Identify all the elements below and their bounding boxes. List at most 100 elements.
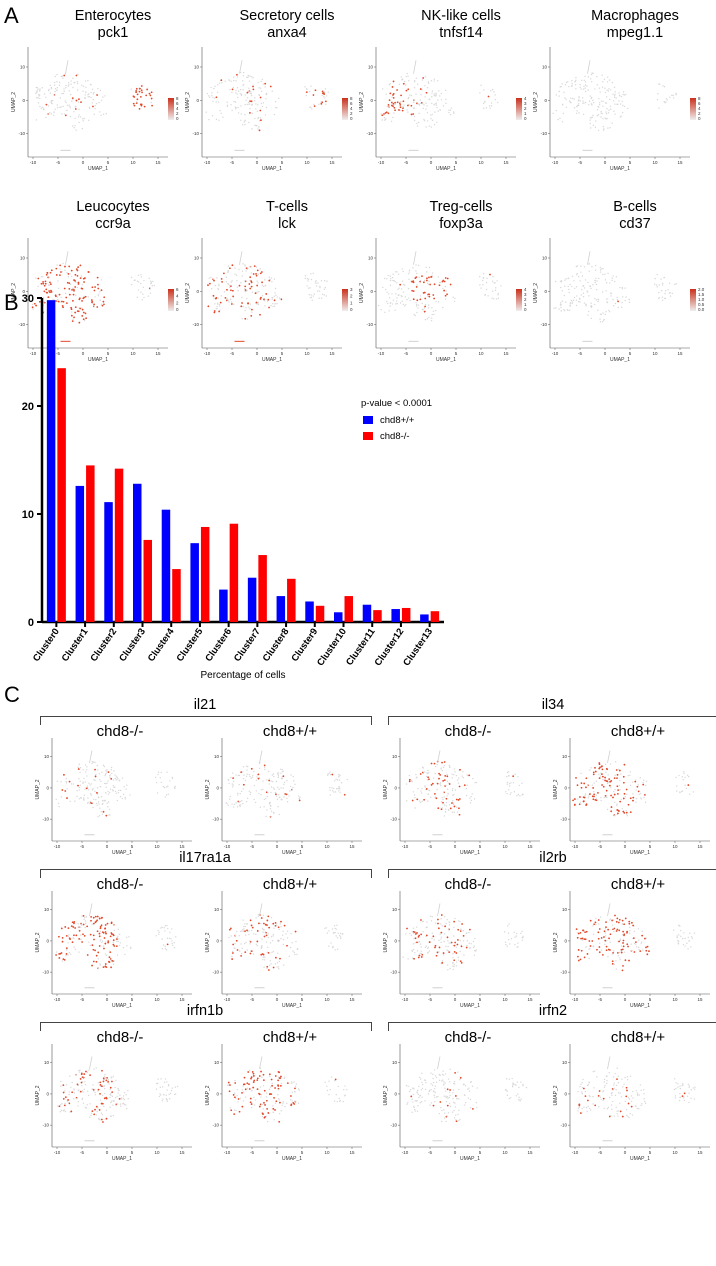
bar-Cluster7-wt xyxy=(247,577,257,622)
x-tick-label: 10 xyxy=(502,844,508,849)
gene-title: anxa4 xyxy=(267,25,307,41)
bar-Cluster3-ko xyxy=(143,539,152,622)
gene-title: foxp3a xyxy=(439,216,483,232)
legend-tick: 4 xyxy=(524,287,527,292)
umap-plot-wt: -10 -5 0 5 10 15 10 0 -10 UMAP_1 UMAP_2 xyxy=(205,738,362,856)
y-tick-label: 0 xyxy=(196,98,199,103)
x-tick-label: -10 xyxy=(552,351,559,356)
y-tick-label: 10 xyxy=(214,754,220,759)
bar-Cluster12-wt xyxy=(391,609,400,622)
y-tick-label: 10 xyxy=(368,65,374,70)
y-tick-label: -10 xyxy=(540,322,547,327)
x-tick-label: 15 xyxy=(349,844,355,849)
legend-tick: 4 xyxy=(176,106,179,111)
legend-tick: 3 xyxy=(524,292,527,297)
bar-Cluster11-ko xyxy=(373,610,382,622)
y-tick-label: 0 xyxy=(370,98,373,103)
color-scale-legend: 3 21 0 xyxy=(342,287,353,312)
y-tick-label: 0 xyxy=(196,289,199,294)
y-tick-label: 10 xyxy=(44,1060,50,1065)
y-tick-label: 0 xyxy=(370,289,373,294)
y-tick-label: -10 xyxy=(42,1123,49,1128)
umap-plot-wt: -10 -5 0 5 10 15 10 0 -10 UMAP_1 UMAP_2 xyxy=(553,891,710,1009)
y-axis-label: UMAP_2 xyxy=(205,779,211,799)
x-tick-label: 5 xyxy=(281,160,284,165)
y-tick-label: -10 xyxy=(390,970,397,975)
x-tick-label: -5 xyxy=(230,351,234,356)
condition-label-ko: chd8-/- xyxy=(96,876,144,893)
y-tick-label: -10 xyxy=(390,1123,397,1128)
condition-label-wt: chd8+/+ xyxy=(262,1029,318,1046)
x-tick-label: 5 xyxy=(301,1150,304,1155)
x-tick-label: 0 xyxy=(624,997,627,1002)
y-tick-label: -10 xyxy=(18,322,25,327)
umap-points xyxy=(553,251,677,342)
y-axis-label: UMAP_2 xyxy=(533,283,539,303)
y-tick-label: -10 xyxy=(42,970,49,975)
umap-points xyxy=(552,60,677,151)
panel-letter-b: B xyxy=(4,290,19,315)
x-tick-label: 15 xyxy=(697,997,703,1002)
y-axis-label: UMAP_2 xyxy=(205,932,211,952)
y-tick-label: -10 xyxy=(212,1123,219,1128)
gene-group-title: il17ra1a xyxy=(179,850,231,866)
category-label: Cluster4 xyxy=(146,626,177,664)
bar-Cluster1-wt xyxy=(75,485,85,622)
umap-plot-wt: -10 -5 0 5 10 15 10 0 -10 UMAP_1 UMAP_2 xyxy=(553,738,710,856)
umap-points xyxy=(405,1056,528,1142)
legend-tick: 0 xyxy=(524,307,527,312)
x-tick-label: 5 xyxy=(479,844,482,849)
y-tick-label: 10 xyxy=(392,907,398,912)
x-tick-label: 15 xyxy=(527,1150,533,1155)
umap-points xyxy=(55,750,177,836)
y-tick-label: 10 xyxy=(562,907,568,912)
x-tick-label: -10 xyxy=(402,1150,409,1155)
umap-points xyxy=(225,750,348,836)
condition-label-wt: chd8+/+ xyxy=(262,723,318,740)
x-tick-label: 10 xyxy=(478,351,484,356)
x-tick-label: 15 xyxy=(677,160,683,165)
x-tick-label: 15 xyxy=(155,351,161,356)
x-tick-label: -10 xyxy=(378,160,385,165)
bar-Cluster13-wt xyxy=(420,614,429,622)
x-tick-label: 0 xyxy=(454,844,457,849)
group-bracket xyxy=(388,869,716,878)
y-tick-label: 0 xyxy=(46,938,49,943)
y-tick-label: 10 xyxy=(392,754,398,759)
y-tick-label: 10 xyxy=(214,907,220,912)
cell-type-title: Macrophages xyxy=(591,8,679,24)
x-axis-label: UMAP_1 xyxy=(112,1156,132,1162)
legend-tick: 2 xyxy=(350,294,353,299)
x-tick-label: 0 xyxy=(604,160,607,165)
x-tick-label: 0 xyxy=(82,160,85,165)
y-tick-label: 0 xyxy=(216,938,219,943)
x-tick-label: -10 xyxy=(402,844,409,849)
legend-tick: 4 xyxy=(698,106,701,111)
y-tick-label: 10 xyxy=(44,907,50,912)
x-tick-label: 0 xyxy=(106,997,109,1002)
cell-type-title: Enterocytes xyxy=(74,8,152,24)
x-tick-label: 10 xyxy=(502,997,508,1002)
y-axis-label: UMAP_2 xyxy=(533,92,539,112)
y-tick-label: 0 xyxy=(544,98,547,103)
y-tick-label: -10 xyxy=(540,131,547,136)
condition-label-wt: chd8+/+ xyxy=(610,1029,666,1046)
x-tick-label: 10 xyxy=(324,1150,330,1155)
legend-tick: 4 xyxy=(350,106,353,111)
cell-type-title: Treg-cells xyxy=(429,199,493,215)
legend-tick: 1 xyxy=(524,111,527,116)
x-tick-label: 15 xyxy=(697,844,703,849)
legend-tick: 0.0 xyxy=(698,307,705,312)
x-tick-label: 5 xyxy=(107,351,110,356)
cell-type-title: B-cells xyxy=(613,199,657,215)
x-tick-label: 10 xyxy=(324,997,330,1002)
y-axis-label: UMAP_2 xyxy=(185,283,191,303)
x-tick-label: 0 xyxy=(430,160,433,165)
x-tick-label: 10 xyxy=(154,1150,160,1155)
category-label: Cluster9 xyxy=(289,626,320,663)
x-tick-label: 5 xyxy=(649,997,652,1002)
y-tick-label: 10 xyxy=(542,256,548,261)
